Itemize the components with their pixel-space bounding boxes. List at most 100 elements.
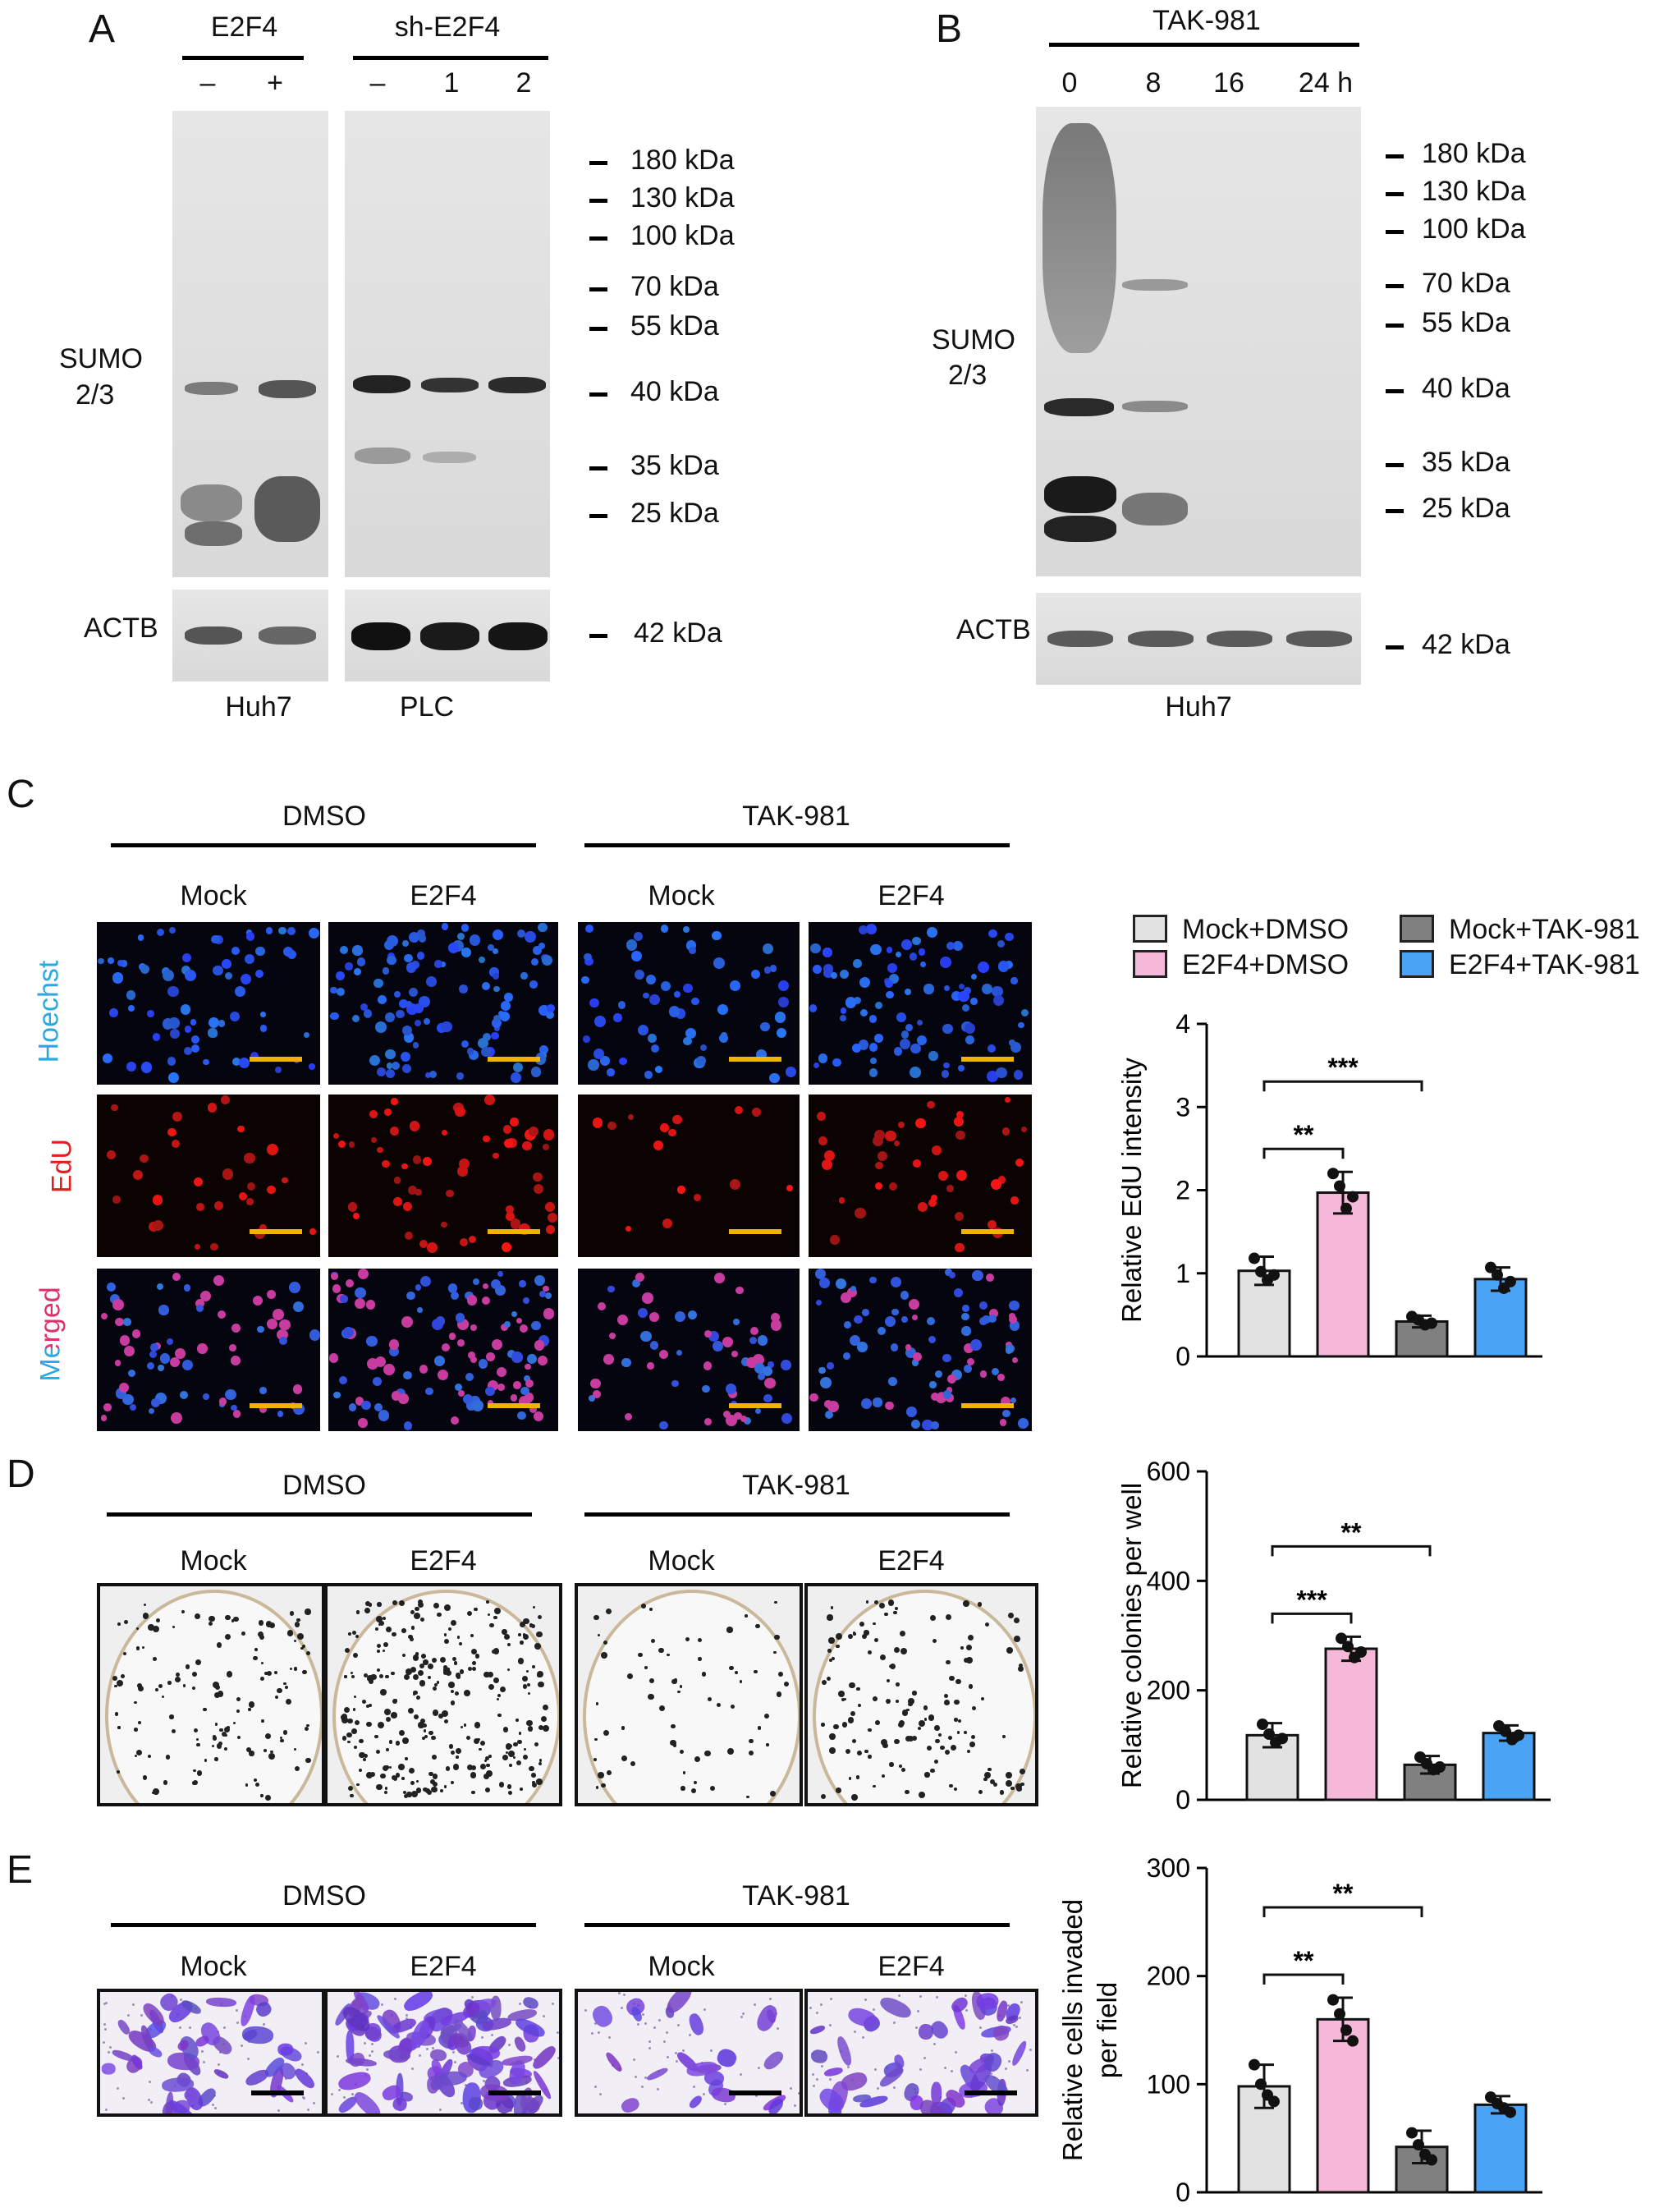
cell-nucleus: [153, 1033, 161, 1041]
colony: [277, 1687, 282, 1693]
colony: [447, 1627, 451, 1631]
cell-nucleus: [446, 1189, 454, 1198]
colony: [417, 1599, 423, 1605]
colony: [259, 1676, 264, 1681]
colony: [958, 1719, 962, 1723]
colony: [830, 1606, 834, 1610]
colony: [391, 1775, 396, 1781]
cell-nucleus: [850, 1285, 857, 1292]
marker-tick: [1386, 154, 1404, 158]
cell-nucleus: [356, 957, 365, 966]
colony: [522, 1633, 529, 1641]
colony: [933, 1638, 937, 1643]
micrograph: [578, 1095, 800, 1257]
cell-nucleus: [441, 1221, 447, 1228]
cell-nucleus: [405, 1000, 412, 1008]
pore: [103, 2003, 107, 2006]
cell-nucleus: [713, 957, 726, 970]
colony: [671, 1678, 677, 1685]
cell-nucleus: [214, 1201, 224, 1211]
colony: [282, 1730, 288, 1736]
colony: [402, 1737, 409, 1744]
colony: [241, 1631, 246, 1636]
cell-nucleus: [348, 1403, 357, 1412]
cell-nucleus: [352, 945, 363, 956]
pore: [336, 2055, 339, 2058]
panel-b-lane-3: 16: [1213, 67, 1244, 99]
invaded-cell: [835, 2035, 855, 2067]
marker-label: 42 kDa: [1422, 629, 1510, 660]
cell-nucleus: [988, 1315, 997, 1324]
colony: [774, 1600, 778, 1604]
colony: [398, 1599, 405, 1606]
colony: [382, 1616, 386, 1621]
colony: [385, 1748, 389, 1752]
cell-nucleus: [538, 922, 548, 933]
cell-nucleus: [329, 1353, 339, 1363]
cell-nucleus: [448, 1333, 456, 1341]
data-point: [1340, 1202, 1352, 1214]
cell-nucleus: [504, 993, 513, 1002]
colony: [506, 1642, 511, 1646]
cell-nucleus: [130, 1404, 137, 1411]
colony: [454, 1691, 459, 1696]
colony: [254, 1648, 258, 1651]
pore: [665, 2031, 668, 2034]
cell-nucleus: [868, 1043, 878, 1052]
cell-nucleus: [853, 959, 862, 968]
data-point: [1413, 2139, 1424, 2151]
colony: [640, 1604, 646, 1609]
colony: [726, 1627, 733, 1633]
significance-label: ***: [1327, 1053, 1359, 1082]
cell-nucleus: [918, 1202, 928, 1212]
cell-nucleus: [996, 1067, 1007, 1079]
cell-nucleus: [174, 1348, 186, 1360]
cell-nucleus: [202, 1393, 209, 1401]
band: [353, 375, 410, 393]
cell-nucleus: [942, 1353, 951, 1363]
cell-nucleus: [347, 1202, 357, 1212]
pore: [1029, 2049, 1033, 2052]
cell-nucleus: [512, 1062, 523, 1073]
colony: [648, 1694, 654, 1700]
colony: [374, 1627, 378, 1631]
cell-nucleus: [423, 1157, 432, 1166]
colony: [464, 1690, 471, 1697]
colony: [380, 1773, 386, 1778]
cell-nucleus: [926, 1316, 935, 1325]
cell-nucleus: [376, 1067, 386, 1076]
colony: [832, 1656, 836, 1660]
panel-e-col-1: Mock: [180, 1951, 247, 1982]
cell-nucleus: [594, 1016, 607, 1027]
colony-plate: [97, 1583, 325, 1806]
pore: [703, 2093, 706, 2096]
cell-nucleus: [859, 1008, 868, 1017]
cell-nucleus: [962, 1003, 970, 1012]
cell-nucleus: [1010, 977, 1018, 984]
colony: [601, 1652, 607, 1659]
panel-a-loading-label: ACTB: [84, 613, 158, 644]
colony: [776, 1691, 782, 1697]
cell-nucleus: [378, 1409, 390, 1421]
cell-nucleus: [156, 1283, 163, 1290]
y-tick-label: 3: [1175, 1092, 1190, 1122]
colony: [383, 1641, 389, 1648]
blot-a-actb-plc: [345, 590, 550, 681]
band: [185, 382, 238, 395]
colony: [433, 1686, 438, 1691]
cell-nucleus: [516, 1317, 523, 1324]
cell-nucleus: [662, 1218, 672, 1229]
colony: [245, 1783, 249, 1787]
pore: [965, 1994, 968, 1998]
pore: [1005, 2067, 1008, 2071]
colony: [908, 1701, 913, 1707]
cell-nucleus: [898, 1121, 905, 1129]
cell-nucleus: [875, 1182, 883, 1191]
marker-tick: [589, 466, 607, 470]
cell-nucleus: [384, 1012, 395, 1023]
colony: [448, 1744, 454, 1749]
colony: [374, 1734, 378, 1738]
pore: [351, 2093, 355, 2096]
colony: [255, 1782, 260, 1787]
colony: [969, 1742, 975, 1748]
